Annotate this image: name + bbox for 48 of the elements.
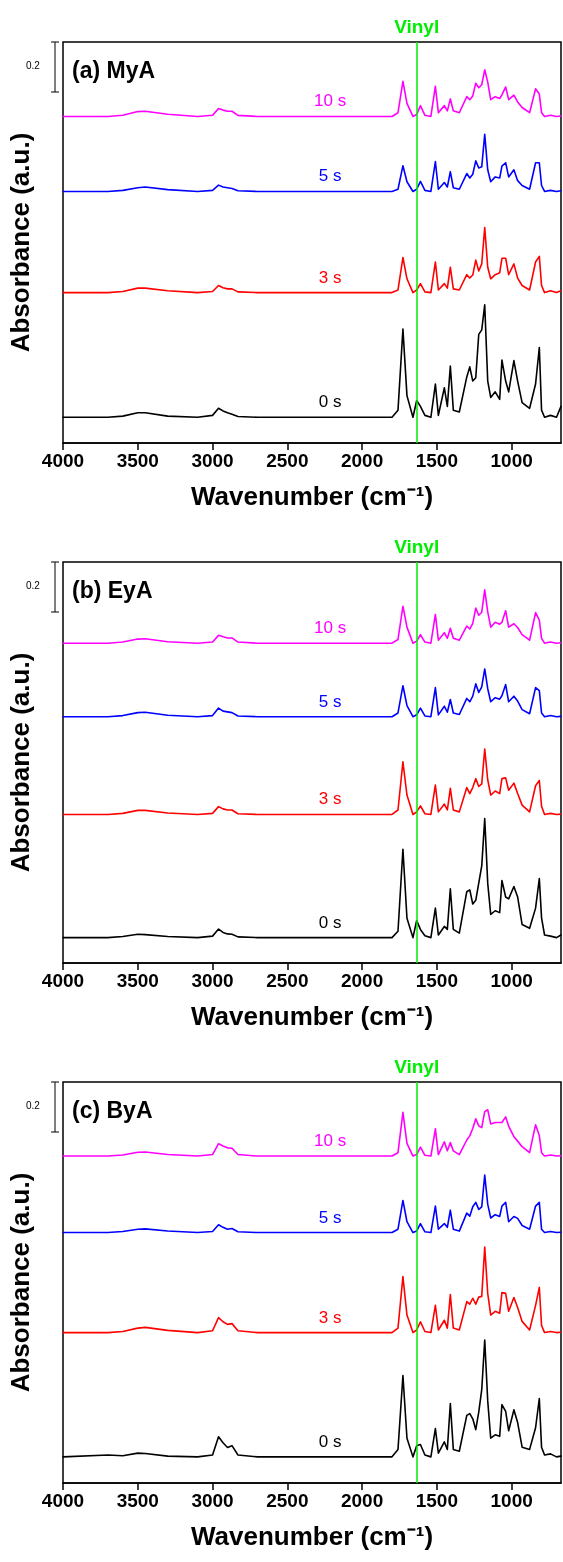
x-tick-label: 2500 xyxy=(266,1490,309,1511)
series-label: 10 s xyxy=(314,1131,347,1151)
series-label: 0 s xyxy=(318,392,342,412)
series-label: 5 s xyxy=(318,166,342,186)
chart-title: (b) EyA xyxy=(72,576,153,603)
x-tick-label: 3500 xyxy=(116,970,159,991)
x-axis-title: Wavenumber (cm⁻¹) xyxy=(190,1001,434,1031)
y-axis-title: Absorbance (a.u.) xyxy=(5,1172,35,1393)
series-label: 0 s xyxy=(318,1431,342,1451)
x-axis-title: Wavenumber (cm⁻¹) xyxy=(190,1521,434,1551)
x-tick-label: 1500 xyxy=(415,450,459,471)
series-label: 10 s xyxy=(314,618,347,638)
x-tick-label: 3000 xyxy=(191,450,234,471)
x-tick-label: 3000 xyxy=(191,1490,234,1511)
series-label: 5 s xyxy=(318,1207,342,1227)
x-tick-label: 4000 xyxy=(41,970,85,991)
text: 0.2 xyxy=(26,580,40,592)
x-tick-label: 3500 xyxy=(116,1490,159,1511)
x-tick-label: 4000 xyxy=(41,450,85,471)
x-axis-title: Wavenumber (cm⁻¹) xyxy=(190,481,434,511)
y-axis-title: Absorbance (a.u.) xyxy=(5,132,35,353)
ref-line-label: Vinyl xyxy=(394,1056,440,1077)
x-tick-label: 1000 xyxy=(490,970,533,991)
series-label: 3 s xyxy=(318,789,342,809)
series-label: 3 s xyxy=(318,1307,342,1327)
x-tick-label: 2000 xyxy=(340,970,384,991)
x-tick-label: 1000 xyxy=(490,1490,533,1511)
x-tick-label: 2000 xyxy=(340,1490,384,1511)
series-label: 5 s xyxy=(318,691,342,711)
x-tick-label: 1000 xyxy=(490,450,533,471)
x-tick-label: 2500 xyxy=(266,970,309,991)
ref-line-label: Vinyl xyxy=(394,16,440,37)
x-tick-label: 1500 xyxy=(415,1490,459,1511)
text: 0.2 xyxy=(26,60,40,72)
x-tick-label: 2000 xyxy=(340,450,384,471)
text: 0.2 xyxy=(26,1100,40,1112)
series-label: 3 s xyxy=(318,267,342,287)
series-label: 10 s xyxy=(314,91,347,111)
y-axis-title: Absorbance (a.u.) xyxy=(5,652,35,873)
chart-title: (a) MyA xyxy=(72,56,156,83)
chart-title: (c) ByA xyxy=(72,1096,153,1123)
x-tick-label: 3500 xyxy=(116,450,159,471)
x-tick-label: 4000 xyxy=(41,1490,85,1511)
x-tick-label: 2500 xyxy=(266,450,309,471)
ref-line-label: Vinyl xyxy=(394,536,440,557)
x-tick-label: 1500 xyxy=(415,970,459,991)
series-label: 0 s xyxy=(318,912,342,932)
x-tick-label: 3000 xyxy=(191,970,234,991)
